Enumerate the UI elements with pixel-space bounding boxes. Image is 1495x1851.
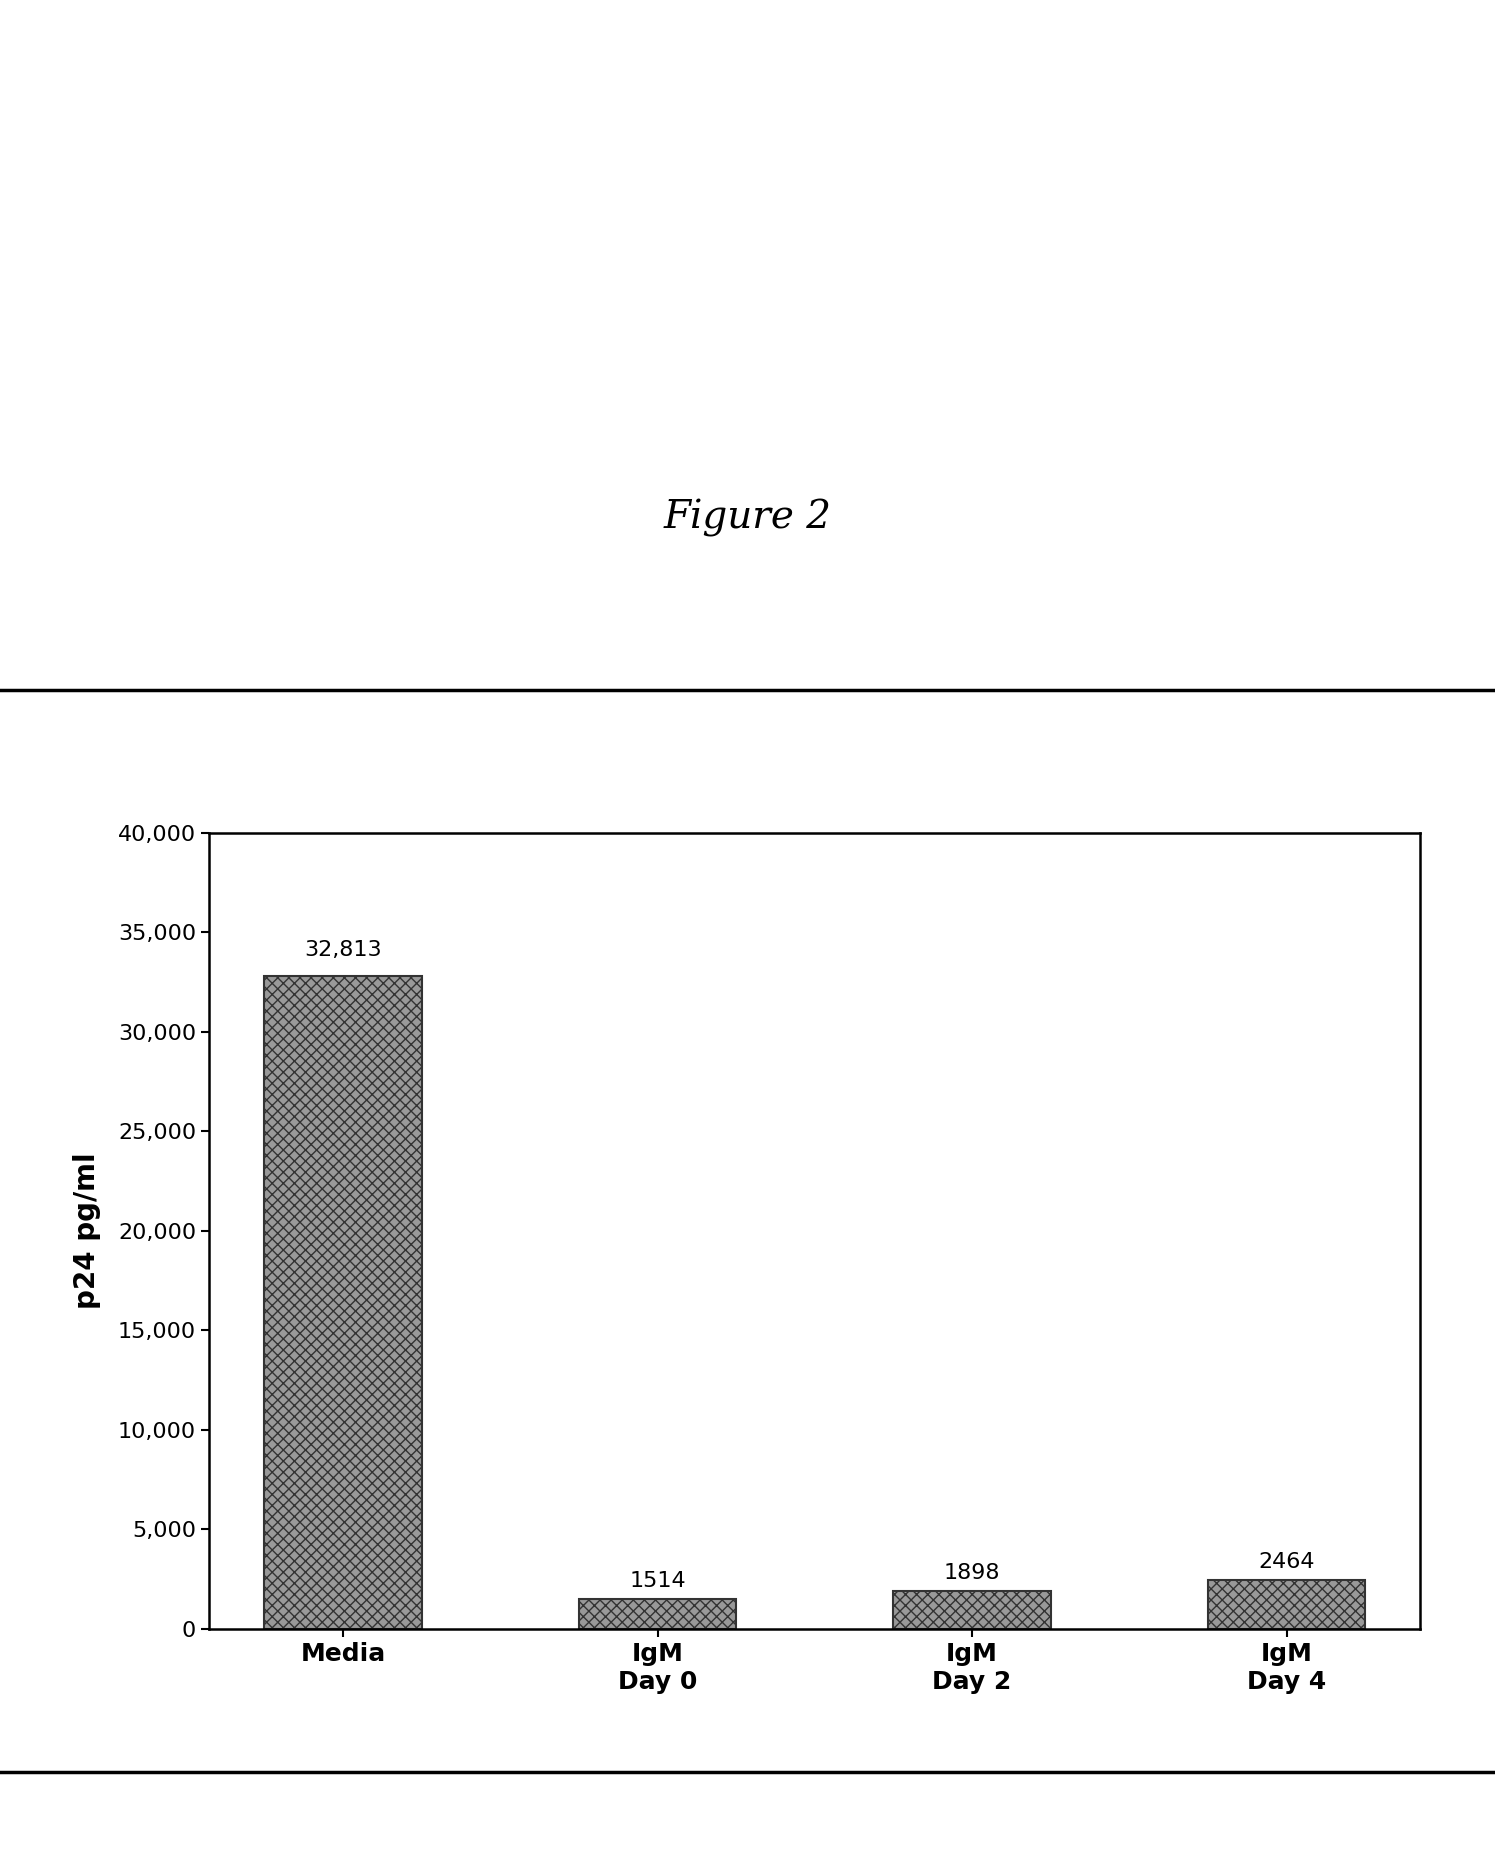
Text: 32,813: 32,813 (303, 940, 381, 961)
Bar (265, 975, 422, 1629)
Bar (579, 1599, 736, 1629)
Bar (894, 1592, 1051, 1629)
Y-axis label: p24 pg/ml: p24 pg/ml (73, 1153, 102, 1309)
Bar (1208, 1581, 1365, 1629)
Text: 1514: 1514 (629, 1571, 686, 1590)
Text: 1898: 1898 (943, 1562, 1000, 1583)
Text: 2464: 2464 (1259, 1551, 1314, 1571)
Text: Figure 2: Figure 2 (664, 500, 831, 537)
